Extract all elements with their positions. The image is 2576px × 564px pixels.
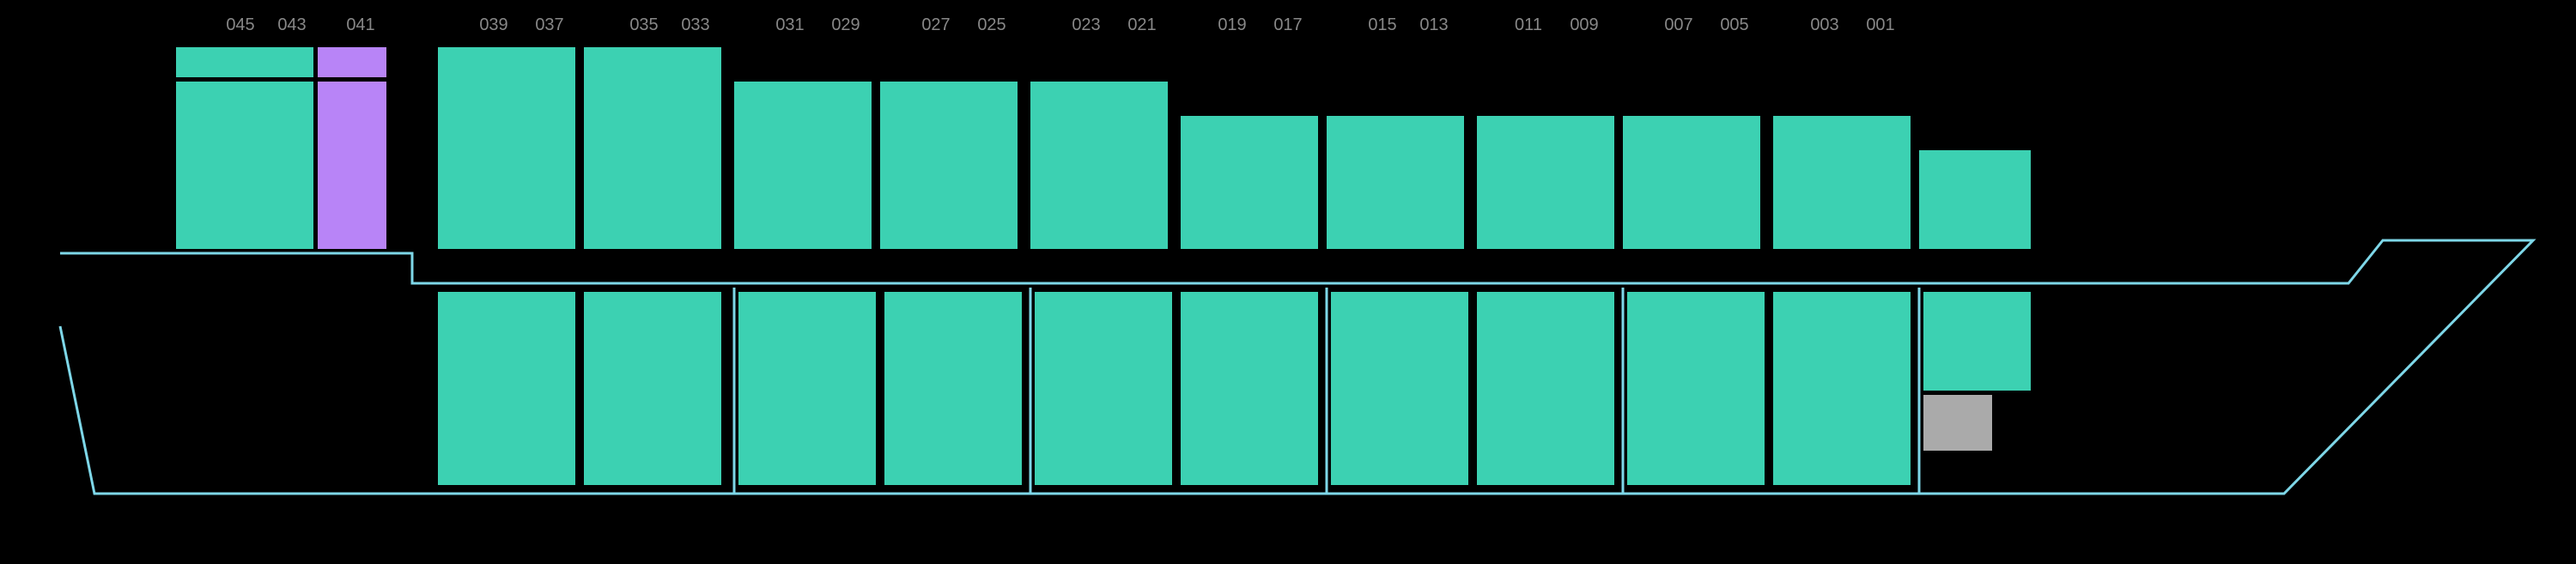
- bay-label: 029: [831, 15, 860, 35]
- hold-container-block: [1035, 292, 1172, 485]
- deck-container-block: [318, 82, 386, 249]
- hold-container-block: [1923, 395, 1992, 451]
- hold-container-block: [438, 292, 575, 485]
- bay-label: 005: [1720, 15, 1748, 35]
- bay-label: 023: [1072, 15, 1100, 35]
- hold-container-block: [1477, 292, 1614, 485]
- bay-label: 033: [681, 15, 709, 35]
- bay-label: 043: [277, 15, 306, 35]
- deck-container-block: [176, 82, 313, 249]
- deck-container-block: [584, 47, 721, 249]
- deck-container-block: [880, 82, 1018, 249]
- deck-container-block: [438, 47, 575, 249]
- deck-container-block: [1477, 116, 1614, 249]
- bay-label: 021: [1127, 15, 1156, 35]
- hold-container-block: [584, 292, 721, 485]
- bay-label: 007: [1664, 15, 1692, 35]
- hatch-cover-block: [318, 47, 386, 77]
- deck-container-block: [734, 82, 872, 249]
- hold-container-block: [738, 292, 876, 485]
- deck-container-block: [1773, 116, 1911, 249]
- hold-container-block: [1923, 292, 2031, 391]
- bay-label: 027: [921, 15, 950, 35]
- bay-label: 039: [479, 15, 507, 35]
- hold-container-block: [1627, 292, 1765, 485]
- hatch-cover-block: [176, 47, 313, 77]
- deck-container-block: [1030, 82, 1168, 249]
- bay-label: 003: [1810, 15, 1838, 35]
- bay-label: 019: [1218, 15, 1246, 35]
- bay-label: 001: [1866, 15, 1894, 35]
- deck-container-block: [1919, 150, 2031, 249]
- bay-label: 009: [1570, 15, 1598, 35]
- deck-container-block: [1623, 116, 1760, 249]
- bay-label: 031: [775, 15, 804, 35]
- bay-label: 041: [346, 15, 374, 35]
- bay-label: 037: [535, 15, 563, 35]
- hold-container-block: [1181, 292, 1318, 485]
- hold-container-block: [1773, 292, 1911, 485]
- bay-label: 015: [1368, 15, 1396, 35]
- bay-label: 013: [1419, 15, 1448, 35]
- deck-container-block: [1181, 116, 1318, 249]
- hold-container-block: [1331, 292, 1468, 485]
- ship-bay-plan: 045 043 041 039 037 035 033 031 029 027 025 023 021 0…: [0, 0, 2576, 564]
- bay-label: 011: [1515, 15, 1542, 35]
- bay-label: 017: [1273, 15, 1302, 35]
- hold-container-block: [884, 292, 1022, 485]
- bay-label: 045: [226, 15, 254, 35]
- deck-container-block: [1327, 116, 1464, 249]
- bay-label: 025: [977, 15, 1005, 35]
- bay-label: 035: [629, 15, 658, 35]
